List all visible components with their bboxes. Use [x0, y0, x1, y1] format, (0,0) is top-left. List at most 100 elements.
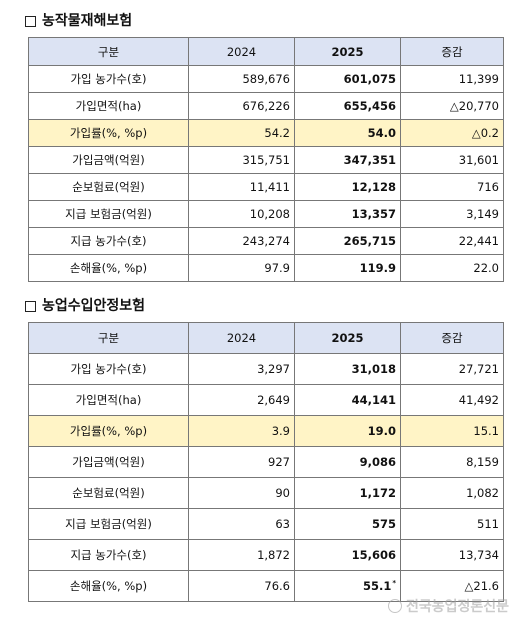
checkbox-square-icon [25, 300, 36, 312]
value-change: 11,399 [400, 65, 504, 93]
header-2025: 2025 [294, 37, 401, 66]
value-change: △0.2 [400, 119, 504, 147]
value-change: 41,492 [400, 384, 504, 416]
value-change: 1,082 [400, 477, 504, 509]
header-change: 증감 [400, 37, 504, 66]
value-2025: 575 [294, 508, 401, 540]
table-row-highlighted: 가입률(%, %p) 54.2 54.0 △0.2 [28, 119, 504, 147]
table-row: 가입면적(ha) 676,226 655,456 △20,770 [28, 92, 504, 120]
value-2025: 601,075 [294, 65, 401, 93]
section-title-text: 농업수입안정보험 [42, 298, 146, 314]
value-2024: 90 [188, 477, 295, 509]
value-change: 31,601 [400, 146, 504, 174]
table-row: 가입면적(ha) 2,649 44,141 41,492 [28, 384, 504, 416]
value-2025: 1,172 [294, 477, 401, 509]
table-header-row: 구분 2024 2025 증감 [28, 322, 504, 354]
table-header-row: 구분 2024 2025 증감 [28, 37, 504, 66]
value-change: 22.0 [400, 254, 504, 282]
row-label: 가입금액(억원) [28, 446, 189, 478]
value-2024: 10,208 [188, 200, 295, 228]
value-2024: 54.2 [188, 119, 295, 147]
table-row: 지급 보험금(억원) 63 575 511 [28, 508, 504, 540]
row-label: 손해율(%, %p) [28, 254, 189, 282]
row-label: 지급 농가수(호) [28, 539, 189, 571]
value-2024: 315,751 [188, 146, 295, 174]
table-row-highlighted: 가입률(%, %p) 3.9 19.0 15.1 [28, 415, 504, 447]
row-label: 가입 농가수(호) [28, 65, 189, 93]
header-change: 증감 [400, 322, 504, 354]
header-2024: 2024 [188, 37, 295, 66]
value-2024: 2,649 [188, 384, 295, 416]
value-2024: 589,676 [188, 65, 295, 93]
value-change: 716 [400, 173, 504, 201]
value-2024: 3.9 [188, 415, 295, 447]
value-change: 3,149 [400, 200, 504, 228]
table-row: 순보험료(억원) 11,411 12,128 716 [28, 173, 504, 201]
section-title-income-insurance: 농업수입안정보험 [25, 297, 145, 315]
value-2025: 9,086 [294, 446, 401, 478]
value-2025-cell: 55.1* [294, 570, 401, 602]
value-change: △21.6 [400, 570, 504, 602]
value-2024: 1,872 [188, 539, 295, 571]
seal-icon [387, 599, 402, 613]
checkbox-square-icon [25, 15, 36, 27]
value-2024: 676,226 [188, 92, 295, 120]
header-2025: 2025 [294, 322, 401, 354]
row-label: 가입면적(ha) [28, 384, 189, 416]
row-label: 지급 보험금(억원) [28, 200, 189, 228]
section-title-text: 농작물재해보험 [42, 13, 133, 29]
row-label: 순보험료(억원) [28, 173, 189, 201]
value-change: 22,441 [400, 227, 504, 255]
value-2024: 76.6 [188, 570, 295, 602]
value-2024: 3,297 [188, 353, 295, 385]
value-2025: 15,606 [294, 539, 401, 571]
row-label: 손해율(%, %p) [28, 570, 189, 602]
row-label: 가입 농가수(호) [28, 353, 189, 385]
value-2024: 63 [188, 508, 295, 540]
value-2025: 347,351 [294, 146, 401, 174]
row-label: 가입률(%, %p) [28, 119, 189, 147]
value-2025: 119.9 [294, 254, 401, 282]
watermark: 전국농업정론신문 [387, 596, 509, 616]
value-change: 15.1 [400, 415, 504, 447]
table-row: 손해율(%, %p) 97.9 119.9 22.0 [28, 254, 504, 282]
value-change: 27,721 [400, 353, 504, 385]
value-2025: 265,715 [294, 227, 401, 255]
header-category: 구분 [28, 37, 189, 66]
watermark-text: 전국농업정론신문 [405, 599, 509, 615]
table-row: 지급 농가수(호) 243,274 265,715 22,441 [28, 227, 504, 255]
value-2025: 12,128 [294, 173, 401, 201]
table-row: 손해율(%, %p) 76.6 55.1* △21.6 [28, 570, 504, 602]
value-2025: 44,141 [294, 384, 401, 416]
footnote-mark: * [392, 579, 396, 588]
value-2024: 243,274 [188, 227, 295, 255]
value-2024: 97.9 [188, 254, 295, 282]
value-change: 13,734 [400, 539, 504, 571]
value-2024: 11,411 [188, 173, 295, 201]
table-row: 가입 농가수(호) 589,676 601,075 11,399 [28, 65, 504, 93]
value-change: 511 [400, 508, 504, 540]
row-label: 가입률(%, %p) [28, 415, 189, 447]
value-2024: 927 [188, 446, 295, 478]
table-row: 가입금액(억원) 315,751 347,351 31,601 [28, 146, 504, 174]
table-row: 순보험료(억원) 90 1,172 1,082 [28, 477, 504, 509]
row-label: 순보험료(억원) [28, 477, 189, 509]
table-row: 가입금액(억원) 927 9,086 8,159 [28, 446, 504, 478]
value-2025: 13,357 [294, 200, 401, 228]
table-row: 지급 보험금(억원) 10,208 13,357 3,149 [28, 200, 504, 228]
table-row: 지급 농가수(호) 1,872 15,606 13,734 [28, 539, 504, 571]
crop-insurance-table: 구분 2024 2025 증감 가입 농가수(호) 589,676 601,07… [28, 37, 504, 282]
header-category: 구분 [28, 322, 189, 354]
value-change: 8,159 [400, 446, 504, 478]
value-2025: 655,456 [294, 92, 401, 120]
income-insurance-table: 구분 2024 2025 증감 가입 농가수(호) 3,297 31,018 2… [28, 322, 504, 602]
header-2024: 2024 [188, 322, 295, 354]
row-label: 지급 농가수(호) [28, 227, 189, 255]
row-label: 지급 보험금(억원) [28, 508, 189, 540]
row-label: 가입금액(억원) [28, 146, 189, 174]
section-title-crop-insurance: 농작물재해보험 [25, 12, 132, 30]
value-2025: 55.1 [362, 579, 392, 593]
table-row: 가입 농가수(호) 3,297 31,018 27,721 [28, 353, 504, 385]
value-2025: 31,018 [294, 353, 401, 385]
value-2025: 54.0 [294, 119, 401, 147]
